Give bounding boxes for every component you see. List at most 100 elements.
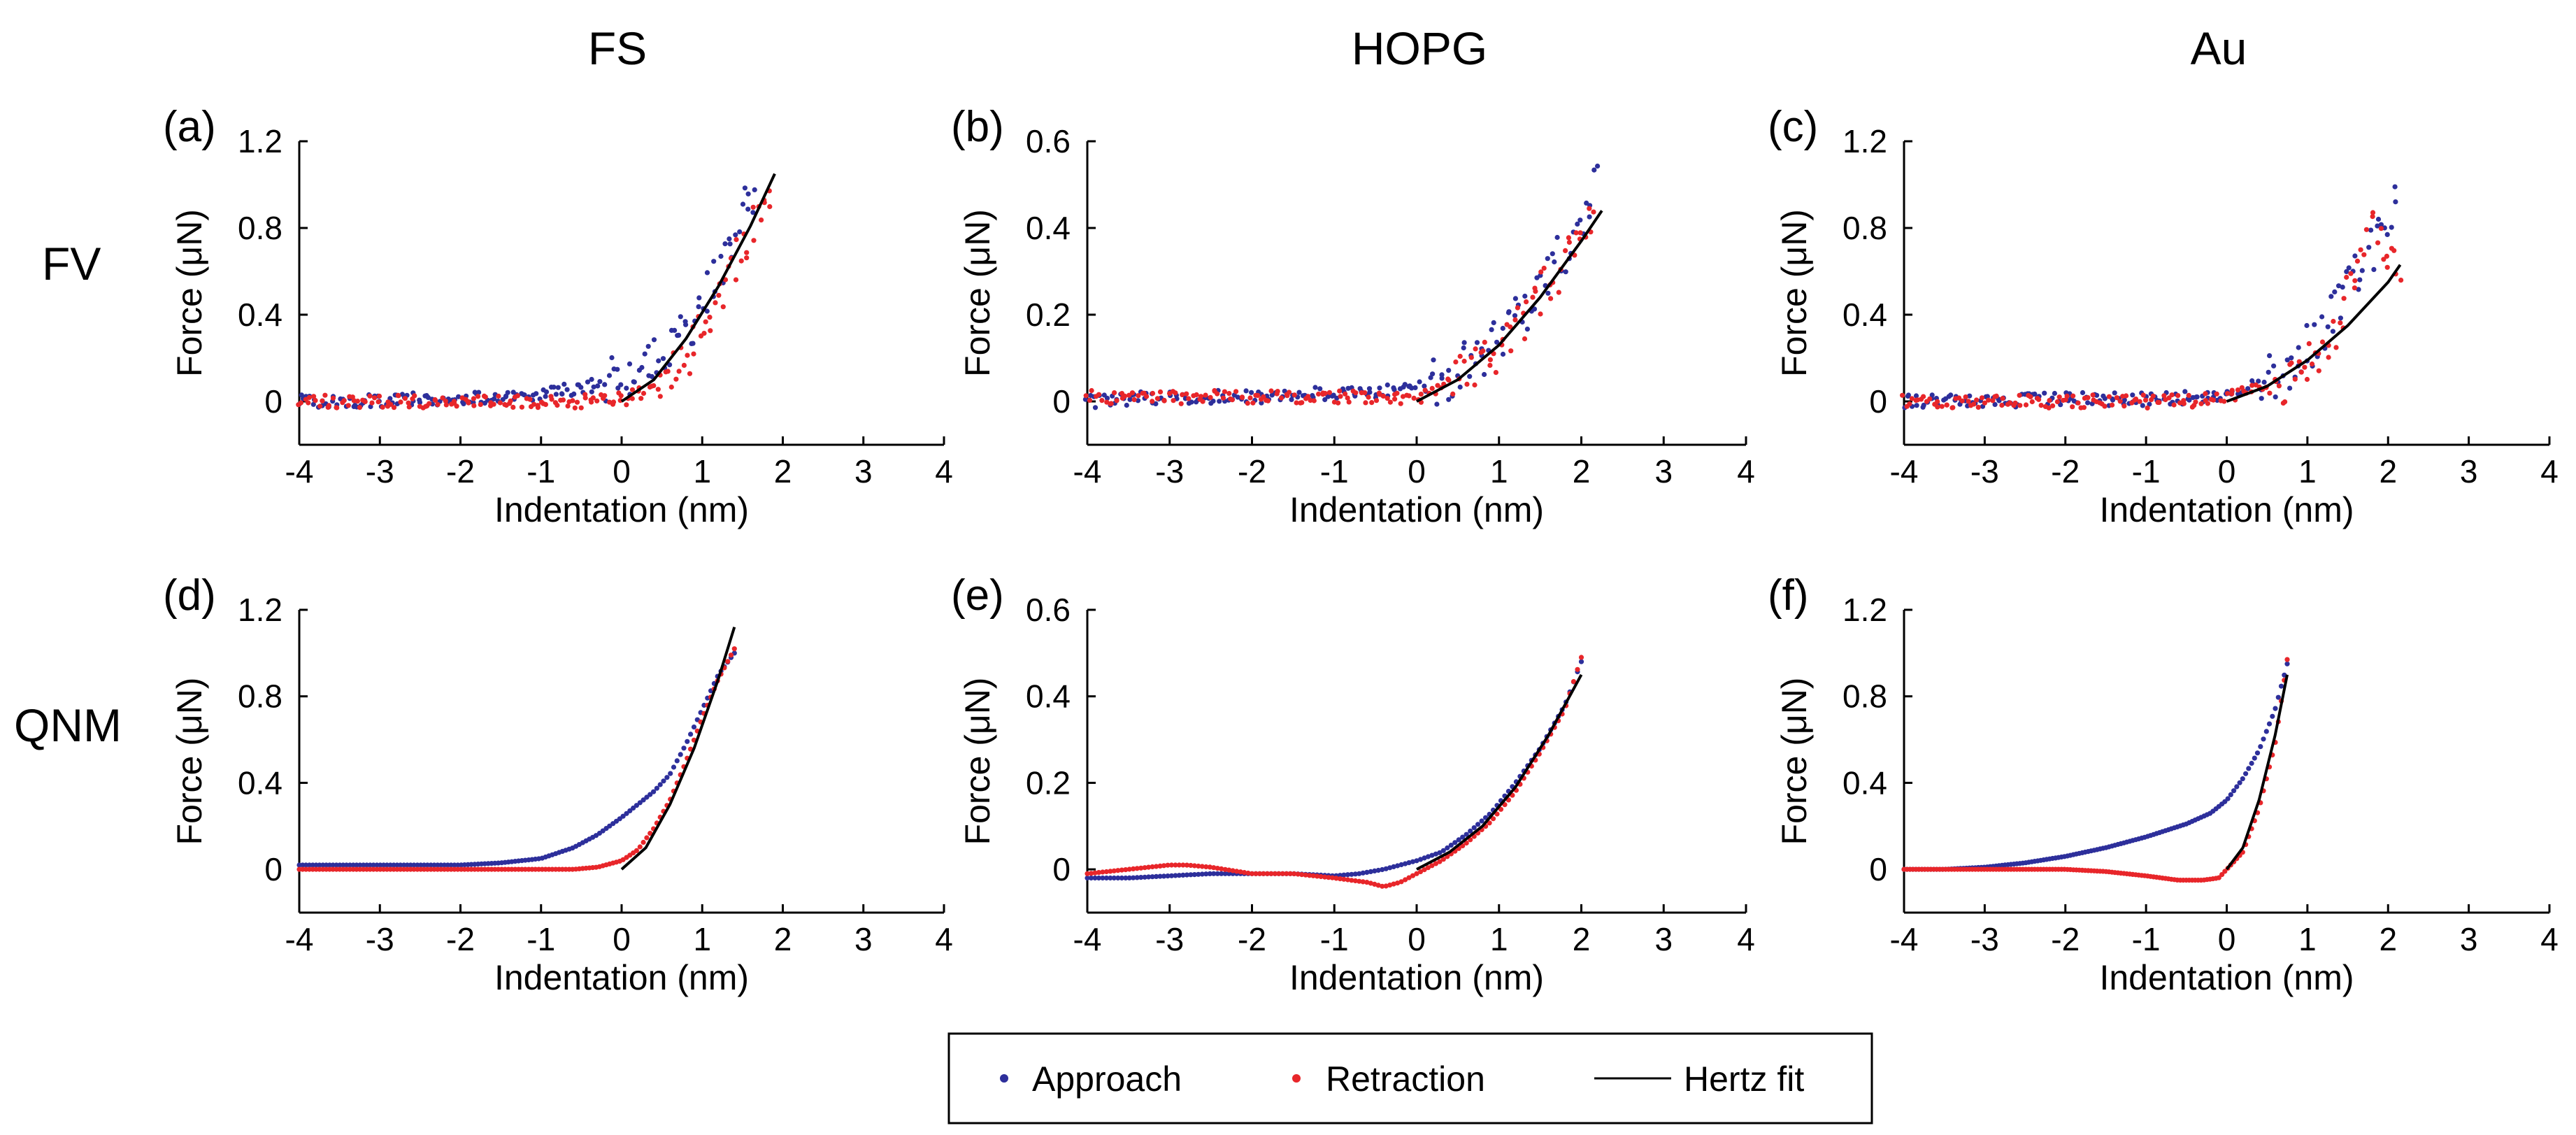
hertz-fit-line (1416, 673, 1583, 871)
data-point (1104, 395, 1110, 401)
data-point (647, 792, 653, 797)
x-tick-label: 0 (2218, 453, 2236, 490)
data-point (2338, 320, 2343, 326)
data-point (1316, 391, 1322, 397)
data-point (1474, 340, 1480, 345)
data-point (1136, 393, 1141, 399)
data-point (1337, 876, 1343, 882)
x-tick-label: 4 (1737, 921, 1755, 957)
data-point (2328, 294, 2334, 299)
y-tick-label: 0.4 (1842, 297, 1887, 333)
data-point (1161, 873, 1167, 879)
data-point (708, 328, 713, 334)
data-point (2249, 760, 2254, 766)
data-point (1234, 869, 1240, 874)
data-point (2177, 400, 2183, 406)
data-point (1538, 311, 1543, 317)
approach-series (1901, 661, 2290, 872)
data-point (1338, 394, 1343, 399)
data-point (1188, 872, 1194, 878)
data-point (1575, 221, 1580, 227)
x-tick-label: 3 (854, 453, 873, 490)
data-point (1317, 386, 1323, 392)
data-point (2070, 393, 2076, 399)
data-point (745, 191, 751, 197)
x-tick-label: 2 (2379, 921, 2397, 957)
data-point (395, 392, 401, 399)
data-point (660, 356, 666, 362)
data-point (1431, 357, 1436, 363)
data-point (2354, 258, 2361, 264)
data-point (1238, 869, 1243, 875)
legend-retraction-label: Retraction (1326, 1059, 1485, 1099)
data-point (1346, 399, 1352, 405)
data-point (425, 394, 431, 401)
data-point (1468, 828, 1473, 834)
y-axis-label: Force (μN) (958, 678, 997, 845)
retraction-series (1083, 206, 1596, 406)
data-point (1353, 390, 1359, 396)
column-title-hopg: HOPG (1352, 22, 1487, 74)
data-point (2239, 385, 2245, 390)
data-point (2319, 339, 2326, 345)
data-point (685, 738, 690, 744)
data-point (1165, 873, 1171, 879)
data-point (1364, 869, 1370, 875)
data-point (1986, 397, 1991, 403)
data-point (1111, 868, 1117, 873)
data-point (1914, 403, 1919, 408)
data-point (2214, 391, 2219, 397)
data-point (651, 337, 657, 343)
data-point (1176, 873, 1182, 878)
data-point (678, 314, 683, 320)
data-point (551, 385, 557, 390)
data-point (1591, 209, 1596, 215)
data-point (1548, 296, 1554, 301)
row-title-qnm: QNM (14, 699, 122, 751)
data-point (681, 745, 687, 751)
data-point (1343, 391, 1348, 397)
data-point (402, 396, 408, 401)
data-point (2047, 398, 2052, 404)
data-point (651, 383, 657, 389)
data-point (1410, 859, 1416, 864)
y-tick-label: 0 (1052, 383, 1071, 420)
data-point (597, 379, 603, 385)
data-point (1402, 382, 1408, 387)
data-point (2112, 390, 2117, 396)
data-point (1184, 391, 1189, 397)
data-point (2145, 405, 2150, 411)
data-point (565, 404, 571, 409)
data-point (2036, 397, 2042, 402)
data-point (1096, 875, 1101, 881)
data-point (639, 364, 645, 371)
data-point (1464, 840, 1469, 846)
data-point (1345, 872, 1350, 878)
data-point (1257, 871, 1263, 876)
data-point (417, 399, 423, 406)
x-tick-label: -3 (1970, 453, 1999, 490)
data-point (497, 400, 503, 406)
data-point (2102, 404, 2108, 409)
data-point (1249, 390, 1254, 395)
data-point (1380, 866, 1385, 873)
data-point (2392, 184, 2398, 190)
x-tick-label: 2 (2379, 453, 2397, 490)
data-point (1479, 818, 1484, 824)
data-point (1913, 393, 1919, 399)
data-point (1268, 871, 1274, 876)
data-point (2137, 399, 2142, 404)
data-point (1967, 393, 1973, 399)
data-point (1383, 883, 1389, 889)
data-point (1475, 822, 1481, 827)
data-point (1217, 399, 1222, 404)
data-point (1092, 875, 1098, 881)
data-point (2384, 231, 2390, 237)
data-point (745, 206, 751, 212)
data-point (1318, 873, 1324, 880)
data-point (1303, 872, 1308, 878)
data-point (1366, 394, 1371, 400)
data-point (1235, 394, 1240, 400)
data-point (1168, 873, 1175, 878)
data-point (1287, 390, 1292, 395)
